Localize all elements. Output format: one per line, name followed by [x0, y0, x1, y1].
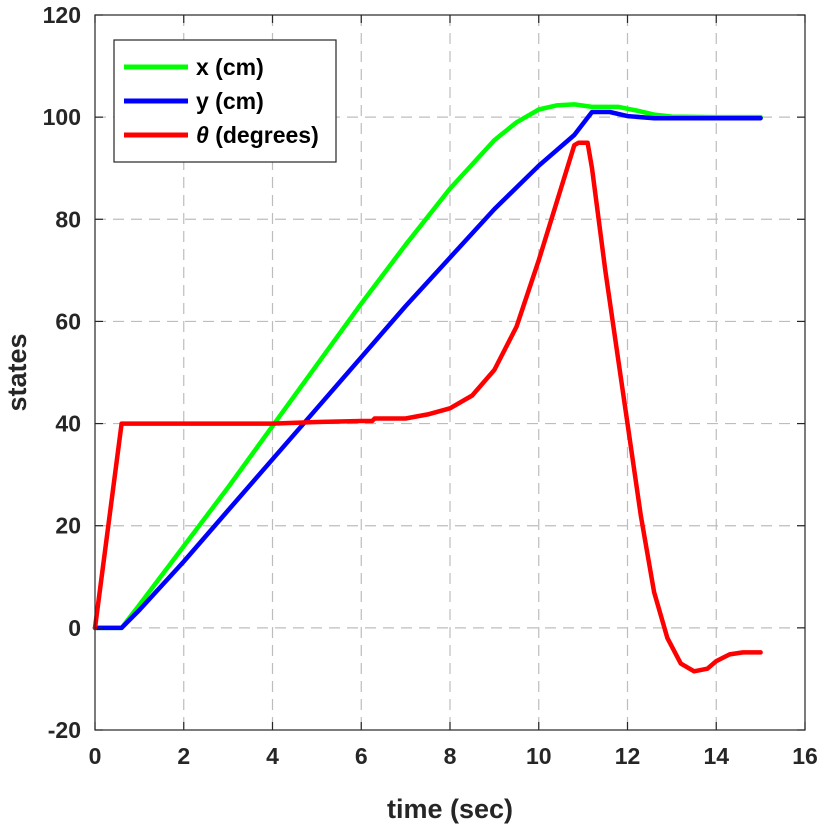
y-tick-label: -20 [48, 717, 81, 743]
axis-ticks: 0 2 4 6 8 10 12 14 16 -20 0 20 40 60 80 100 120 [43, 2, 818, 769]
x-tick-label: 6 [355, 743, 368, 769]
x-tick-label: 16 [792, 743, 818, 769]
y-tick-label: 60 [55, 308, 81, 334]
legend-entry-y-symbol: y [196, 88, 209, 114]
legend-entry-x-symbol: x [196, 54, 209, 80]
y-tick-label: 40 [55, 411, 81, 437]
series-line-x [92, 102, 763, 631]
x-tick-label: 12 [615, 743, 641, 769]
legend-entry-y: y (cm) [196, 88, 264, 114]
y-tick-label: 0 [68, 615, 81, 641]
legend-entry-theta-unit: (degrees) [209, 122, 319, 148]
x-axis-label: time (sec) [387, 794, 513, 824]
y-tick-label: 80 [55, 206, 81, 232]
legend-entry-x: x (cm) [196, 54, 264, 80]
series-line-theta [92, 140, 763, 674]
x-tick-label: 4 [266, 743, 279, 769]
x-tick-label: 8 [444, 743, 457, 769]
series-line-y [92, 109, 763, 631]
series-lines [92, 102, 763, 674]
legend-entry-x-unit: (cm) [209, 54, 264, 80]
x-tick-label: 0 [89, 743, 102, 769]
legend-entry-theta-symbol: θ [196, 122, 209, 148]
legend: x (cm) y (cm) θ (degrees) [113, 39, 337, 163]
legend-entry-theta: θ (degrees) [196, 122, 319, 148]
y-tick-label: 120 [43, 2, 81, 28]
x-tick-label: 14 [703, 743, 729, 769]
y-tick-label: 100 [43, 104, 81, 130]
y-axis-label: states [2, 333, 32, 411]
x-tick-label: 2 [177, 743, 190, 769]
x-tick-label: 10 [526, 743, 552, 769]
y-tick-label: 20 [55, 513, 81, 539]
legend-entry-y-unit: (cm) [209, 88, 264, 114]
